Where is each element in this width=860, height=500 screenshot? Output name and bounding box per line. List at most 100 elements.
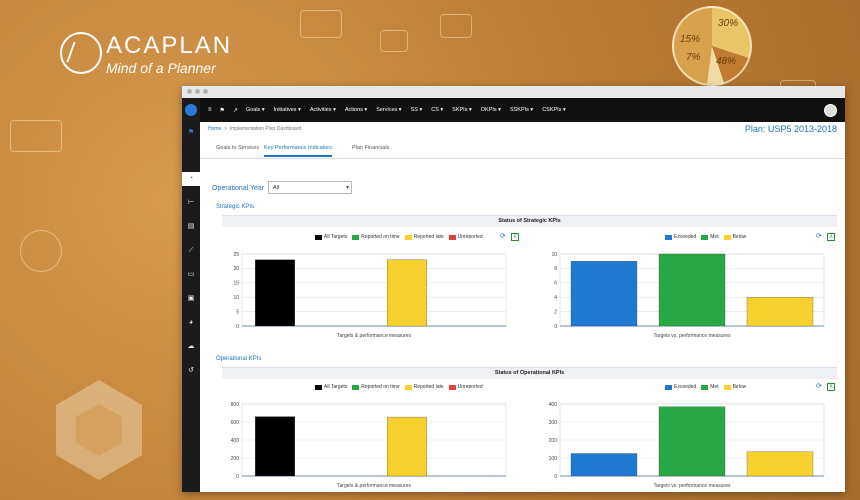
nav-sskpis[interactable]: SSKPIs ▾ <box>509 107 534 113</box>
strategic-panel-header: Status of Strategic KPIs <box>222 215 837 227</box>
legend-swatch <box>404 234 412 240</box>
pin-icon[interactable]: ↗ <box>232 107 238 114</box>
operational-year-select[interactable]: All <box>268 181 352 194</box>
nav-okpis[interactable]: OKPIs ▾ <box>480 107 501 113</box>
menu-icon[interactable]: ≡ <box>208 107 212 113</box>
legend-label[interactable]: Below <box>732 384 747 390</box>
flag-icon[interactable]: ⚑ <box>187 129 195 136</box>
legend-label[interactable]: Met <box>710 234 719 240</box>
pie-label: 48% <box>716 56 737 67</box>
y-tick-label: 0 <box>554 474 557 480</box>
app-logo-icon[interactable] <box>185 104 197 116</box>
legend-label[interactable]: Reported on time <box>361 384 400 390</box>
nav-activities[interactable]: Activities ▾ <box>309 107 336 113</box>
history-icon[interactable]: ↺ <box>188 367 194 374</box>
legend-swatch <box>404 384 412 390</box>
y-tick-label: 4 <box>554 295 557 301</box>
screen-icon[interactable]: ▣ <box>187 295 195 302</box>
window-dot-icon[interactable] <box>187 89 192 94</box>
excel-export-icon[interactable]: X <box>827 383 835 391</box>
nav-actions[interactable]: Actions ▾ <box>344 107 368 113</box>
bar-below <box>746 297 814 327</box>
strategic-status-legend: Exceeded Met Below <box>660 234 746 240</box>
bar-below <box>746 451 814 477</box>
refresh-icon[interactable]: ⟳ <box>500 233 506 240</box>
legend-swatch <box>315 234 322 240</box>
legend-label[interactable]: Exceeded <box>674 384 697 390</box>
doodle-box <box>20 230 62 272</box>
legend-label[interactable]: Reported on time <box>361 234 400 240</box>
refresh-icon[interactable]: ⟳ <box>816 383 822 390</box>
breadcrumb-home-link[interactable]: Home <box>208 126 222 132</box>
y-tick-label: 20 <box>233 266 239 272</box>
hierarchy-icon[interactable]: ⊢ <box>187 199 195 206</box>
legend-label[interactable]: Reported late <box>413 384 444 390</box>
y-tick-label: 0 <box>236 324 239 330</box>
y-tick-label: 800 <box>231 402 240 408</box>
nav-ss[interactable]: SS ▾ <box>410 107 423 113</box>
excel-export-icon[interactable]: X <box>827 233 835 241</box>
bar-met <box>658 253 726 327</box>
y-tick-label: 0 <box>554 324 557 330</box>
tab-goals-to-services[interactable]: Goals to Services <box>216 145 260 151</box>
user-avatar[interactable] <box>824 104 837 117</box>
legend-label[interactable]: All Targets <box>324 234 348 240</box>
tab-plan-financials[interactable]: Plan Financials <box>352 145 390 151</box>
bar-all-targets <box>255 416 295 477</box>
doodle-box <box>300 10 342 38</box>
nav-skpis[interactable]: SKPIs ▾ <box>452 107 472 113</box>
nav-initiatives[interactable]: Initiatives ▾ <box>273 107 301 113</box>
breadcrumb: Home > Implementation Plan Dashboard <box>208 126 301 132</box>
pie-chart-icon[interactable]: ◕ <box>188 319 194 326</box>
nav-cskpis[interactable]: CSKPIs ▾ <box>542 107 566 113</box>
legend-label[interactable]: All Targets <box>324 384 348 390</box>
top-navigation: ≡ ⚑ ↗ Goals ▾ Initiatives ▾ Activities ▾… <box>200 98 845 122</box>
bar-reported-late <box>387 416 427 477</box>
doodle-box <box>440 14 472 38</box>
legend-swatch <box>448 384 456 390</box>
documents-icon[interactable]: ▤ <box>187 223 195 230</box>
operational-reporting-legend: All Targets Reported on time Reported la… <box>310 384 483 390</box>
breadcrumb-current: Implementation Plan Dashboard <box>229 126 302 132</box>
cloud-upload-icon[interactable]: ☁ <box>187 343 195 350</box>
y-tick-label: 6 <box>554 281 557 287</box>
legend-label[interactable]: Reported late <box>413 234 444 240</box>
y-tick-label: 5 <box>236 309 239 315</box>
operational-panel-header: Status of Operational KPIs <box>222 367 837 379</box>
tab-key-performance-indicators[interactable]: Key Performance Indicators <box>264 145 332 157</box>
monitor-icon[interactable]: ▭ <box>187 271 195 278</box>
tab-bar: Goals to Services Key Performance Indica… <box>200 140 845 159</box>
dashboard-icon[interactable]: ◔ <box>182 172 200 186</box>
excel-export-icon[interactable]: X <box>511 233 519 241</box>
window-dot-icon[interactable] <box>203 89 208 94</box>
legend-label[interactable]: Met <box>710 384 719 390</box>
y-tick-label: 200 <box>231 456 240 462</box>
brand-tagline: Mind of a Planner <box>106 60 216 76</box>
pie-label: 7% <box>686 52 701 63</box>
bar-exceeded <box>570 261 638 327</box>
legend-label[interactable]: Below <box>732 234 747 240</box>
refresh-icon[interactable]: ⟳ <box>816 233 822 240</box>
doodle-box <box>10 120 62 152</box>
legend-label[interactable]: Unreported <box>457 384 483 390</box>
legend-label[interactable]: Exceeded <box>674 234 697 240</box>
y-tick-label: 10 <box>233 295 239 301</box>
y-tick-label: 400 <box>231 438 240 444</box>
nav-goals[interactable]: Goals ▾ <box>245 107 265 113</box>
line-chart-icon[interactable]: ⟋ <box>188 247 194 254</box>
y-tick-label: 600 <box>231 420 240 426</box>
nav-services[interactable]: Services ▾ <box>376 107 402 113</box>
flag-icon[interactable]: ⚑ <box>219 107 225 114</box>
app-window: ⚑ ◔ ⊢ ▤ ⟋ ▭ ▣ ◕ ☁ ↺ ≡ ⚑ ↗ Goals ▾ Initia… <box>182 86 845 492</box>
legend-swatch <box>665 384 672 390</box>
y-tick-label: 25 <box>233 252 239 258</box>
nav-cs[interactable]: CS ▾ <box>431 107 444 113</box>
legend-swatch <box>352 234 360 240</box>
x-axis-label: Targets vs. performance measures <box>654 333 731 339</box>
plan-title: Plan: USP5 2013-2018 <box>744 124 837 134</box>
brand-name: ACAPLAN <box>106 32 233 59</box>
hexagon-graphic <box>56 380 142 480</box>
operational-status-chart: 0 100 200 300 400 Targets vs. performance mea… <box>549 402 825 489</box>
legend-label[interactable]: Unreported <box>457 234 483 240</box>
window-dot-icon[interactable] <box>195 89 200 94</box>
